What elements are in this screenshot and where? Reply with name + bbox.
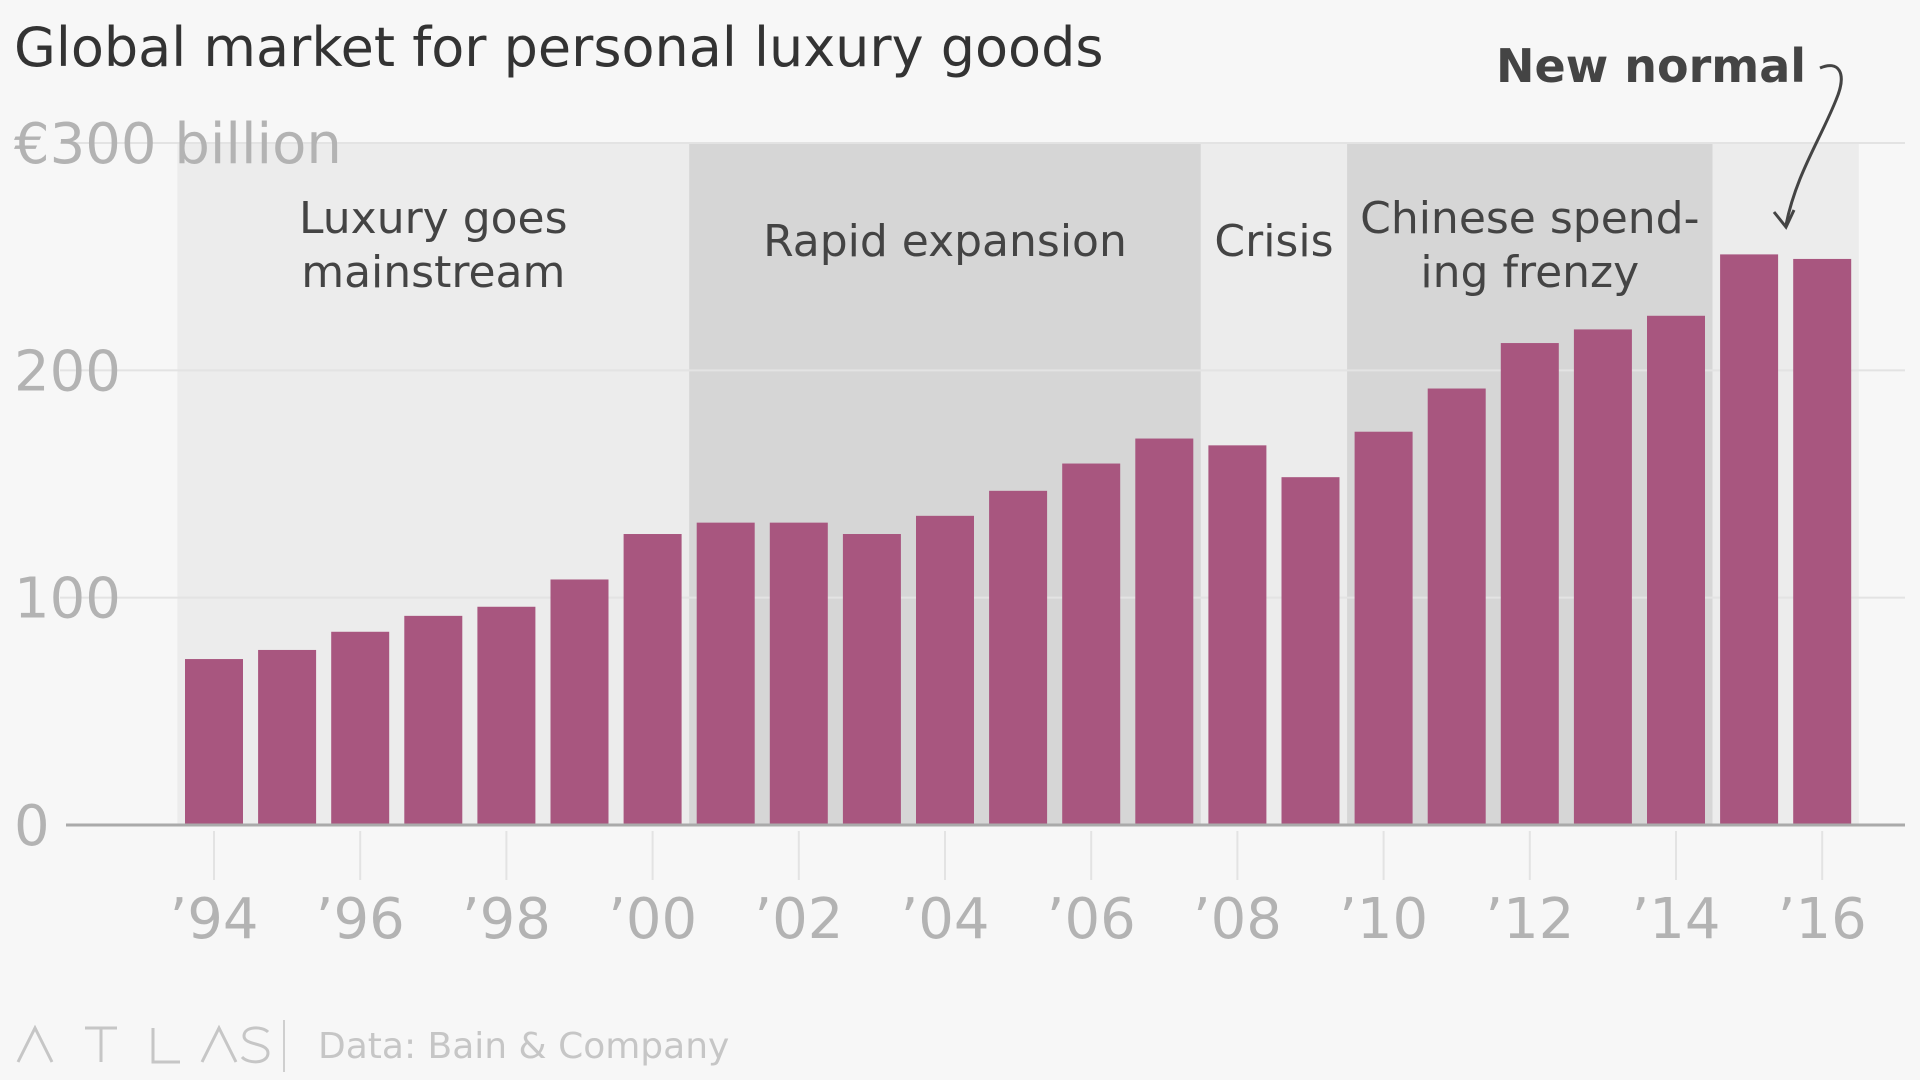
x-tick-label: ’04 (900, 887, 989, 952)
y-tick-label: 100 (14, 567, 121, 632)
x-tick-label: ’98 (462, 887, 551, 952)
bar-2007 (1135, 438, 1194, 825)
logo-letter-s (240, 1026, 270, 1064)
logo-letter-t (85, 1026, 117, 1062)
y-unit-label: €300 billion (14, 112, 342, 177)
logo-letter-a2 (200, 1024, 238, 1063)
bar-1995 (258, 649, 317, 825)
bar-2015 (1720, 254, 1779, 826)
x-tick-label: ’14 (1631, 887, 1720, 952)
band-label: Chinese spend- (1360, 193, 1699, 244)
chart-title: Global market for personal luxury goods (14, 16, 1104, 79)
source-note: Data: Bain & Company (318, 1026, 729, 1067)
bar-2004 (916, 515, 974, 825)
x-tick-label: ’12 (1485, 887, 1574, 952)
callout-arrow (1784, 64, 1843, 226)
bar-2006 (1062, 463, 1121, 825)
bar-1997 (404, 615, 463, 825)
bar-2010 (1354, 431, 1413, 825)
band-label: mainstream (301, 247, 565, 298)
bar-2013 (1573, 329, 1632, 825)
x-tick-label: ’00 (608, 887, 697, 952)
y-tick-label: 200 (14, 339, 121, 404)
bar-2012 (1500, 343, 1559, 825)
arrowhead-icon (1772, 209, 1796, 230)
band-label: ing frenzy (1420, 247, 1639, 298)
bar-2003 (842, 534, 901, 825)
bars (185, 254, 1852, 826)
bar-1994 (185, 659, 243, 825)
new-normal-callout: New normal (1496, 39, 1843, 230)
bar-2001 (696, 522, 755, 825)
x-tick-label: ’16 (1778, 887, 1867, 952)
bar-2009 (1281, 477, 1340, 825)
bar-1996 (331, 631, 390, 825)
bar-2000 (623, 534, 682, 825)
band-label: Crisis (1214, 216, 1333, 267)
band-label: Rapid expansion (763, 216, 1127, 267)
x-tick-label: ’94 (169, 887, 258, 952)
bar-2014 (1647, 315, 1705, 825)
bar-1998 (477, 606, 536, 825)
bar-2016 (1793, 258, 1852, 825)
bar-2011 (1427, 388, 1486, 825)
bar-1999 (550, 579, 609, 825)
logo-letter-a1 (16, 1024, 54, 1063)
logo-letter-l (151, 1028, 180, 1064)
y-tick-label: 0 (14, 794, 50, 859)
x-tick-label: ’02 (754, 887, 843, 952)
bar-2002 (769, 522, 828, 825)
footer: Data: Bain & Company (16, 1020, 729, 1072)
callout-label: New normal (1496, 39, 1806, 93)
bar-2008 (1208, 445, 1267, 825)
band-label: Luxury goes (299, 193, 568, 244)
x-tick-label: ’96 (316, 887, 405, 952)
atlas-logo (16, 1024, 270, 1064)
x-tick-label: ’08 (1193, 887, 1282, 952)
axes: 0 100 200 €300 billion ’94 ’96 ’98 ’00 ’02 ’04 ’06… (14, 112, 1905, 952)
x-tick-label: ’06 (1047, 887, 1136, 952)
bar-2005 (989, 490, 1048, 825)
x-tick-label: ’10 (1339, 887, 1428, 952)
